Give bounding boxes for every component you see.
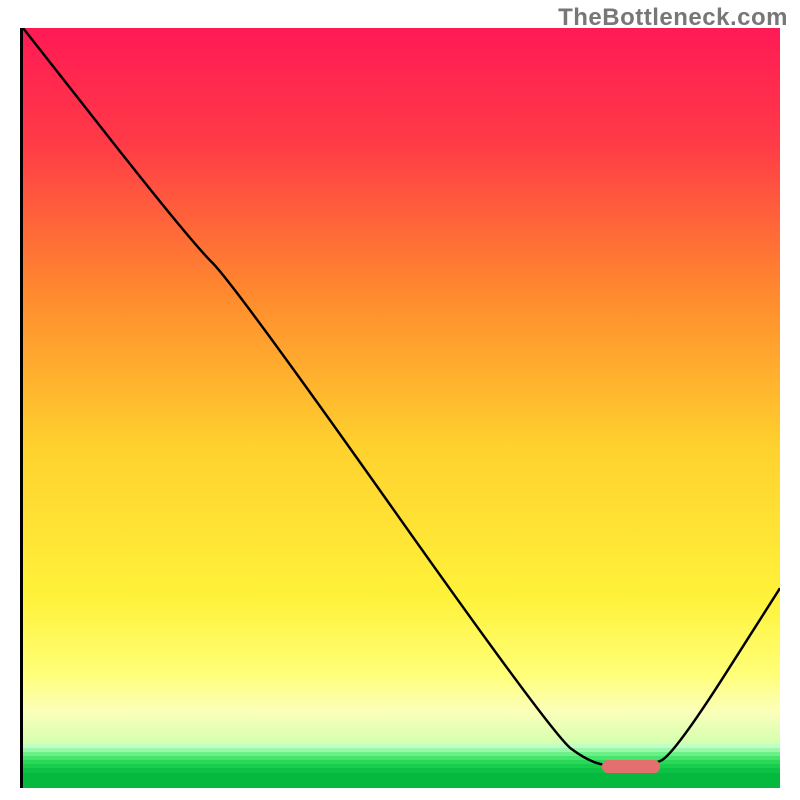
plot-area [20,28,780,788]
curve-path [23,28,780,767]
plot-inner [23,28,780,785]
optimum-marker [602,760,660,773]
bottleneck-curve [23,28,780,785]
chart-frame: TheBottleneck.com [0,0,800,800]
